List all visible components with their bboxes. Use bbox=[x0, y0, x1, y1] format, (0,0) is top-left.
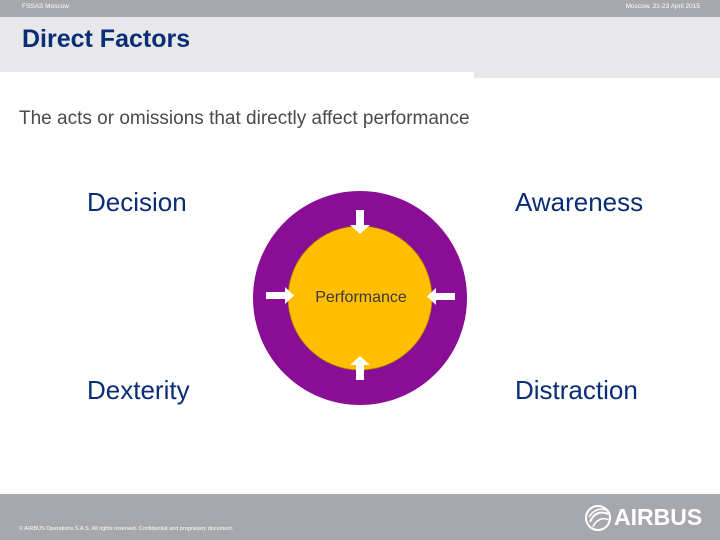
event-date: Moscow, 21-23 April 2015 bbox=[625, 3, 700, 10]
copyright-text: © AIRBUS Operations S.A.S. All rights re… bbox=[19, 526, 234, 532]
factor-awareness: Awareness bbox=[515, 187, 644, 217]
arrow-right-icon bbox=[266, 287, 294, 304]
title-band-underline bbox=[0, 72, 474, 78]
factor-distraction: Distraction bbox=[515, 375, 638, 405]
arrow-down-icon bbox=[350, 210, 370, 234]
title-band bbox=[0, 17, 720, 78]
arrow-up-icon bbox=[350, 356, 370, 380]
center-label: Performance bbox=[315, 289, 407, 306]
factor-decision: Decision bbox=[87, 187, 187, 217]
airbus-logo-icon bbox=[585, 505, 611, 531]
slide-subtitle: The acts or omissions that directly affe… bbox=[19, 108, 470, 129]
footer-bar bbox=[0, 494, 720, 540]
slide-title: Direct Factors bbox=[22, 25, 191, 53]
top-bar bbox=[0, 0, 720, 17]
factor-dexterity: Dexterity bbox=[87, 375, 190, 405]
event-name: FSSAS Moscow bbox=[22, 3, 69, 10]
airbus-wordmark: AIRBUS bbox=[614, 504, 703, 530]
arrow-left-icon bbox=[427, 288, 455, 305]
